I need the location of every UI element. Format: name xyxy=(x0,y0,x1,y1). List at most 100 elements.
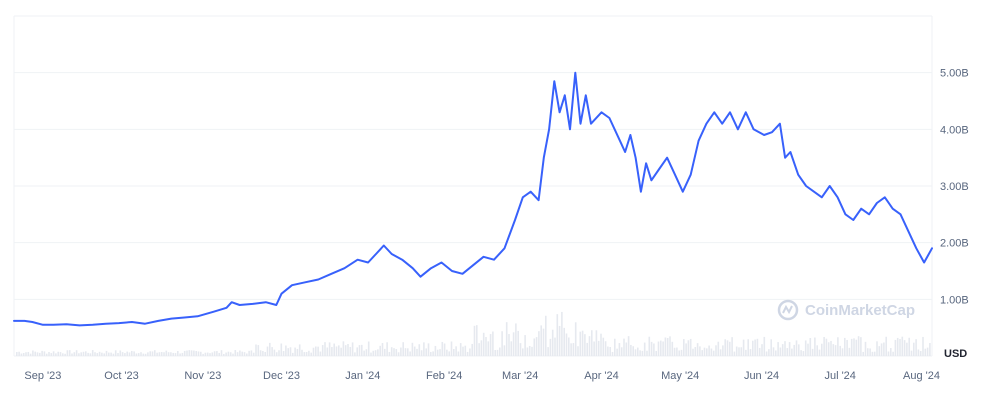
volume-bar xyxy=(814,337,816,356)
volume-bar xyxy=(492,331,494,356)
volume-bar xyxy=(18,351,20,356)
volume-bar xyxy=(427,343,430,356)
volume-bar xyxy=(124,353,126,356)
volume-bar xyxy=(623,338,625,356)
volume-bar xyxy=(485,337,487,356)
volume-bar xyxy=(676,347,678,356)
volume-bar xyxy=(855,339,858,356)
volume-bar xyxy=(457,351,460,356)
volume-bar xyxy=(282,351,285,356)
volume-bar xyxy=(473,325,476,356)
volume-bar xyxy=(662,341,664,356)
volume-bar xyxy=(807,343,809,356)
volume-bar xyxy=(694,347,697,356)
volume-bar xyxy=(570,343,572,356)
volume-bar xyxy=(310,352,312,356)
volume-bar xyxy=(489,334,492,356)
volume-bar xyxy=(648,336,651,356)
volume-bar xyxy=(324,342,326,356)
volume-bar xyxy=(425,348,427,356)
volume-bar xyxy=(600,333,602,356)
volume-bar xyxy=(110,352,112,356)
volume-bar xyxy=(862,351,864,356)
volume-bar xyxy=(926,347,929,356)
volume-bar xyxy=(494,349,496,356)
volume-bar xyxy=(381,343,384,356)
volume-bar xyxy=(660,340,662,356)
y-tick-label: 4.00B xyxy=(940,124,969,136)
volume-bar xyxy=(689,338,692,356)
volume-bar xyxy=(844,337,846,356)
volume-bar xyxy=(816,345,818,356)
volume-bar xyxy=(156,352,158,356)
volume-bar xyxy=(809,338,812,356)
volume-bar xyxy=(561,311,563,356)
volume-bar xyxy=(756,338,759,356)
volume-bar xyxy=(331,347,333,356)
volume-bar xyxy=(632,346,634,356)
volume-bar xyxy=(78,353,80,356)
volume-bar xyxy=(395,349,398,356)
watermark-text: CoinMarketCap xyxy=(805,302,915,319)
volume-bar xyxy=(85,351,87,356)
volume-bar xyxy=(542,328,545,356)
volume-bar xyxy=(68,350,71,356)
volume-bar xyxy=(229,352,232,356)
volume-bar xyxy=(614,338,616,356)
volume-bar xyxy=(186,350,188,356)
volume-bar xyxy=(29,353,32,356)
x-tick-label: Dec '23 xyxy=(263,370,300,382)
volume-bar xyxy=(627,336,630,356)
volume-bar xyxy=(922,336,924,356)
volume-bar xyxy=(669,336,671,356)
volume-bar xyxy=(531,346,533,356)
volume-bar xyxy=(526,347,529,356)
volume-bar xyxy=(170,352,172,356)
volume-bar xyxy=(671,341,674,356)
volume-bar xyxy=(795,340,798,356)
volume-bar xyxy=(365,349,368,356)
volume-bar xyxy=(52,351,55,356)
volume-bar xyxy=(878,346,881,356)
volume-bar xyxy=(234,350,237,356)
volume-bars xyxy=(16,311,931,356)
volume-bar xyxy=(131,350,133,356)
x-tick-label: Jul '24 xyxy=(824,370,855,382)
coinmarketcap-logo-icon xyxy=(777,299,799,321)
volume-bar xyxy=(616,348,618,356)
volume-bar xyxy=(745,349,747,356)
volume-bar xyxy=(929,343,931,356)
volume-bar xyxy=(850,338,853,356)
volume-bar xyxy=(917,349,920,356)
volume-bar xyxy=(577,346,579,356)
volume-bar xyxy=(301,349,303,356)
volume-bar xyxy=(303,352,306,356)
volume-bar xyxy=(871,351,874,356)
x-tick-label: Jan '24 xyxy=(345,370,380,382)
volume-bar xyxy=(887,351,890,356)
volume-bar xyxy=(377,349,379,356)
volume-bar xyxy=(45,353,48,356)
volume-bar xyxy=(620,347,623,356)
volume-bar xyxy=(482,332,485,356)
volume-bar xyxy=(827,342,830,356)
volume-bar xyxy=(864,341,867,356)
volume-bar xyxy=(41,350,43,356)
volume-bar xyxy=(34,351,36,356)
volume-bar xyxy=(747,339,749,356)
volume-bar xyxy=(206,352,209,356)
volume-bar xyxy=(687,340,690,356)
y-axis: 1.00B 2.00B 3.00B 4.00B 5.00B xyxy=(940,68,969,307)
volume-bar xyxy=(232,353,234,356)
volume-bar xyxy=(754,339,756,356)
volume-bar xyxy=(685,343,687,356)
x-tick-label: Sep '23 xyxy=(24,370,61,382)
volume-bar xyxy=(213,351,216,356)
volume-bar xyxy=(91,350,94,356)
volume-bar xyxy=(630,344,632,356)
volume-bar xyxy=(765,351,768,356)
volume-bar xyxy=(443,343,446,356)
volume-bar xyxy=(22,353,25,356)
volume-bar xyxy=(885,336,887,356)
